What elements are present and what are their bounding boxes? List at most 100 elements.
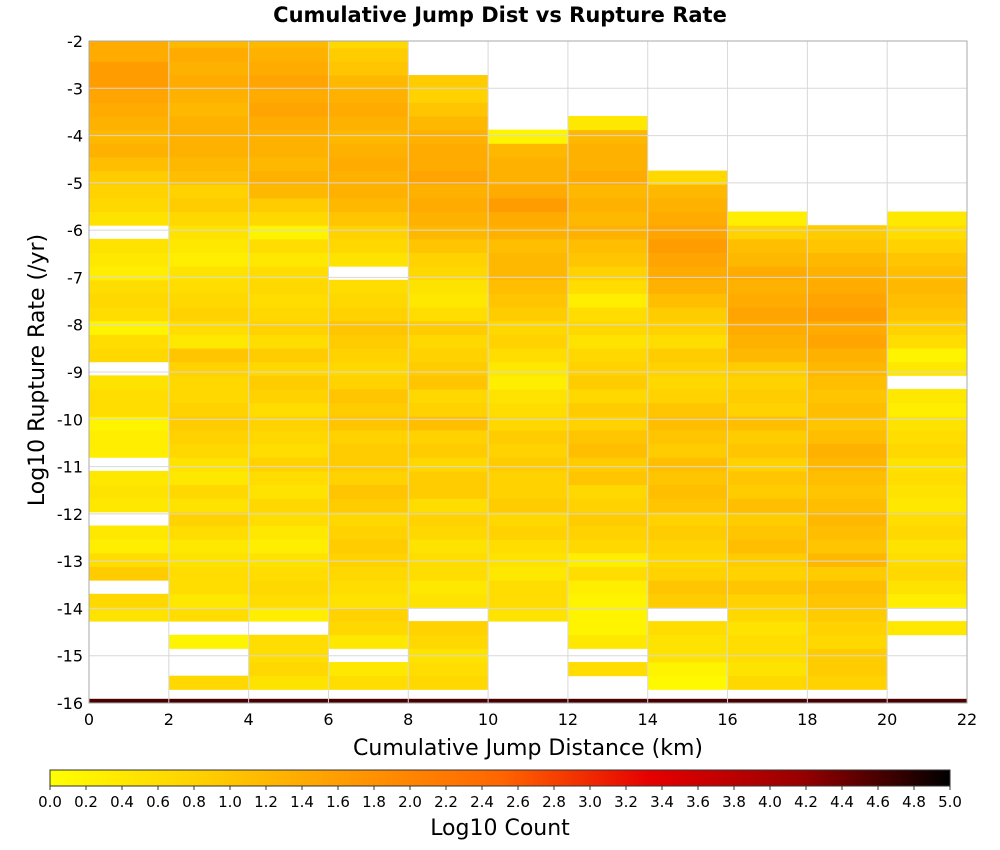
heatmap-cell	[488, 552, 568, 567]
heatmap-cell	[168, 334, 249, 349]
colorbar-tick-label: 0.2	[74, 793, 98, 811]
heatmap-cell	[408, 156, 489, 172]
heatmap-cell	[168, 88, 249, 103]
heatmap-cell	[647, 580, 728, 595]
heatmap-cell	[488, 156, 568, 172]
heatmap-cell	[567, 143, 648, 158]
heatmap-cell	[168, 184, 249, 199]
heatmap-cell	[248, 484, 329, 499]
y-tick-label: -3	[67, 79, 83, 98]
heatmap-cell	[89, 539, 169, 554]
heatmap-cell	[647, 470, 728, 486]
y-tick-label: -9	[67, 363, 83, 382]
colorbar-tick-label: 3.0	[578, 793, 602, 811]
heatmap-cell	[488, 143, 568, 158]
heatmap-cell	[727, 457, 808, 472]
heatmap-cell	[168, 698, 249, 704]
heatmap-cell	[887, 552, 967, 567]
heatmap-cell	[647, 279, 728, 294]
heatmap-cell	[567, 361, 648, 376]
heatmap-cell	[89, 197, 169, 213]
plot-border	[88, 40, 968, 704]
heatmap-cell	[168, 75, 249, 90]
heatmap-cell	[408, 634, 489, 649]
y-tick-label: -13	[57, 552, 83, 571]
heatmap-cell	[807, 293, 888, 308]
heatmap-cell	[408, 593, 489, 608]
heatmap-cell	[488, 429, 568, 445]
heatmap-cell	[727, 511, 808, 527]
heatmap-cell	[647, 348, 728, 363]
heatmap-cell	[567, 634, 648, 649]
heatmap-cell	[408, 170, 489, 185]
heatmap-cell	[89, 566, 169, 581]
heatmap-cell	[408, 552, 489, 567]
heatmap-cell	[567, 580, 648, 595]
heatmap-cell	[887, 525, 967, 540]
heatmap-cell	[408, 525, 489, 540]
heatmap-cell	[887, 593, 967, 608]
heatmap-cell	[647, 511, 728, 527]
heatmap-cell	[727, 375, 808, 390]
heatmap-cell	[887, 498, 967, 513]
heatmap-cell	[248, 457, 329, 472]
heatmap-cell	[408, 621, 489, 636]
heatmap-cell	[567, 539, 648, 554]
heatmap-cell	[168, 443, 249, 458]
heatmap-cell	[488, 307, 568, 322]
heatmap-cell	[488, 184, 568, 199]
heatmap-cell	[727, 320, 808, 335]
heatmap-cell	[727, 307, 808, 322]
heatmap-cell	[488, 484, 568, 499]
heatmap-cell	[807, 621, 888, 636]
heatmap-cell	[89, 607, 169, 622]
heatmap-cell	[887, 511, 967, 527]
heatmap-cell	[807, 348, 888, 363]
heatmap-cell	[567, 320, 648, 335]
heatmap-cell	[248, 498, 329, 513]
heatmap-cell	[89, 389, 169, 404]
heatmap-cell	[727, 525, 808, 540]
heatmap-cell	[887, 470, 967, 486]
heatmap-cell	[887, 266, 967, 281]
heatmap-cell	[887, 238, 967, 254]
heatmap-cell	[408, 334, 489, 349]
heatmap-cell	[408, 225, 489, 240]
colorbar-tick-label: 0.8	[182, 793, 206, 811]
heatmap-cell	[488, 170, 568, 185]
heatmap-cell	[567, 621, 648, 636]
heatmap-cell	[887, 443, 967, 458]
heatmap-cell	[89, 375, 169, 390]
heatmap-cell	[807, 429, 888, 445]
colorbar-tick-label: 1.0	[218, 793, 242, 811]
heatmap-cell	[408, 238, 489, 254]
heatmap-cell	[727, 498, 808, 513]
heatmap-cell	[488, 698, 568, 704]
heatmap-cell	[408, 443, 489, 458]
heatmap-cell	[408, 252, 489, 267]
heatmap-cell	[89, 252, 169, 267]
heatmap-cell	[488, 539, 568, 554]
heatmap-cell	[727, 293, 808, 308]
heatmap-cell	[887, 698, 967, 704]
colorbar-ticks: 0.0 0.2 0.4 0.6 0.8 1.0 1.2 1.4 1.6 1.8 2.0 2.2 2.4 2…	[38, 786, 962, 811]
x-tick-label: 8	[403, 710, 413, 729]
heatmap-cell	[328, 115, 409, 131]
heatmap-cell	[328, 211, 409, 226]
heatmap-cell	[727, 552, 808, 567]
heatmap-cell	[328, 252, 409, 267]
heatmap-cell	[408, 197, 489, 213]
heatmap-cell	[727, 443, 808, 458]
y-tick-label: -12	[57, 505, 83, 524]
heatmap-cell	[328, 225, 409, 240]
heatmap-cell	[567, 566, 648, 581]
heatmap-cell	[168, 361, 249, 376]
heatmap-cell	[89, 307, 169, 322]
heatmap-cell	[807, 634, 888, 649]
colorbar-tick-label: 3.6	[686, 793, 710, 811]
heatmap-cell	[567, 389, 648, 404]
heatmap-cell	[647, 621, 728, 636]
heatmap-cell	[567, 156, 648, 172]
heatmap-cell	[647, 675, 728, 690]
heatmap-cell	[567, 698, 648, 704]
